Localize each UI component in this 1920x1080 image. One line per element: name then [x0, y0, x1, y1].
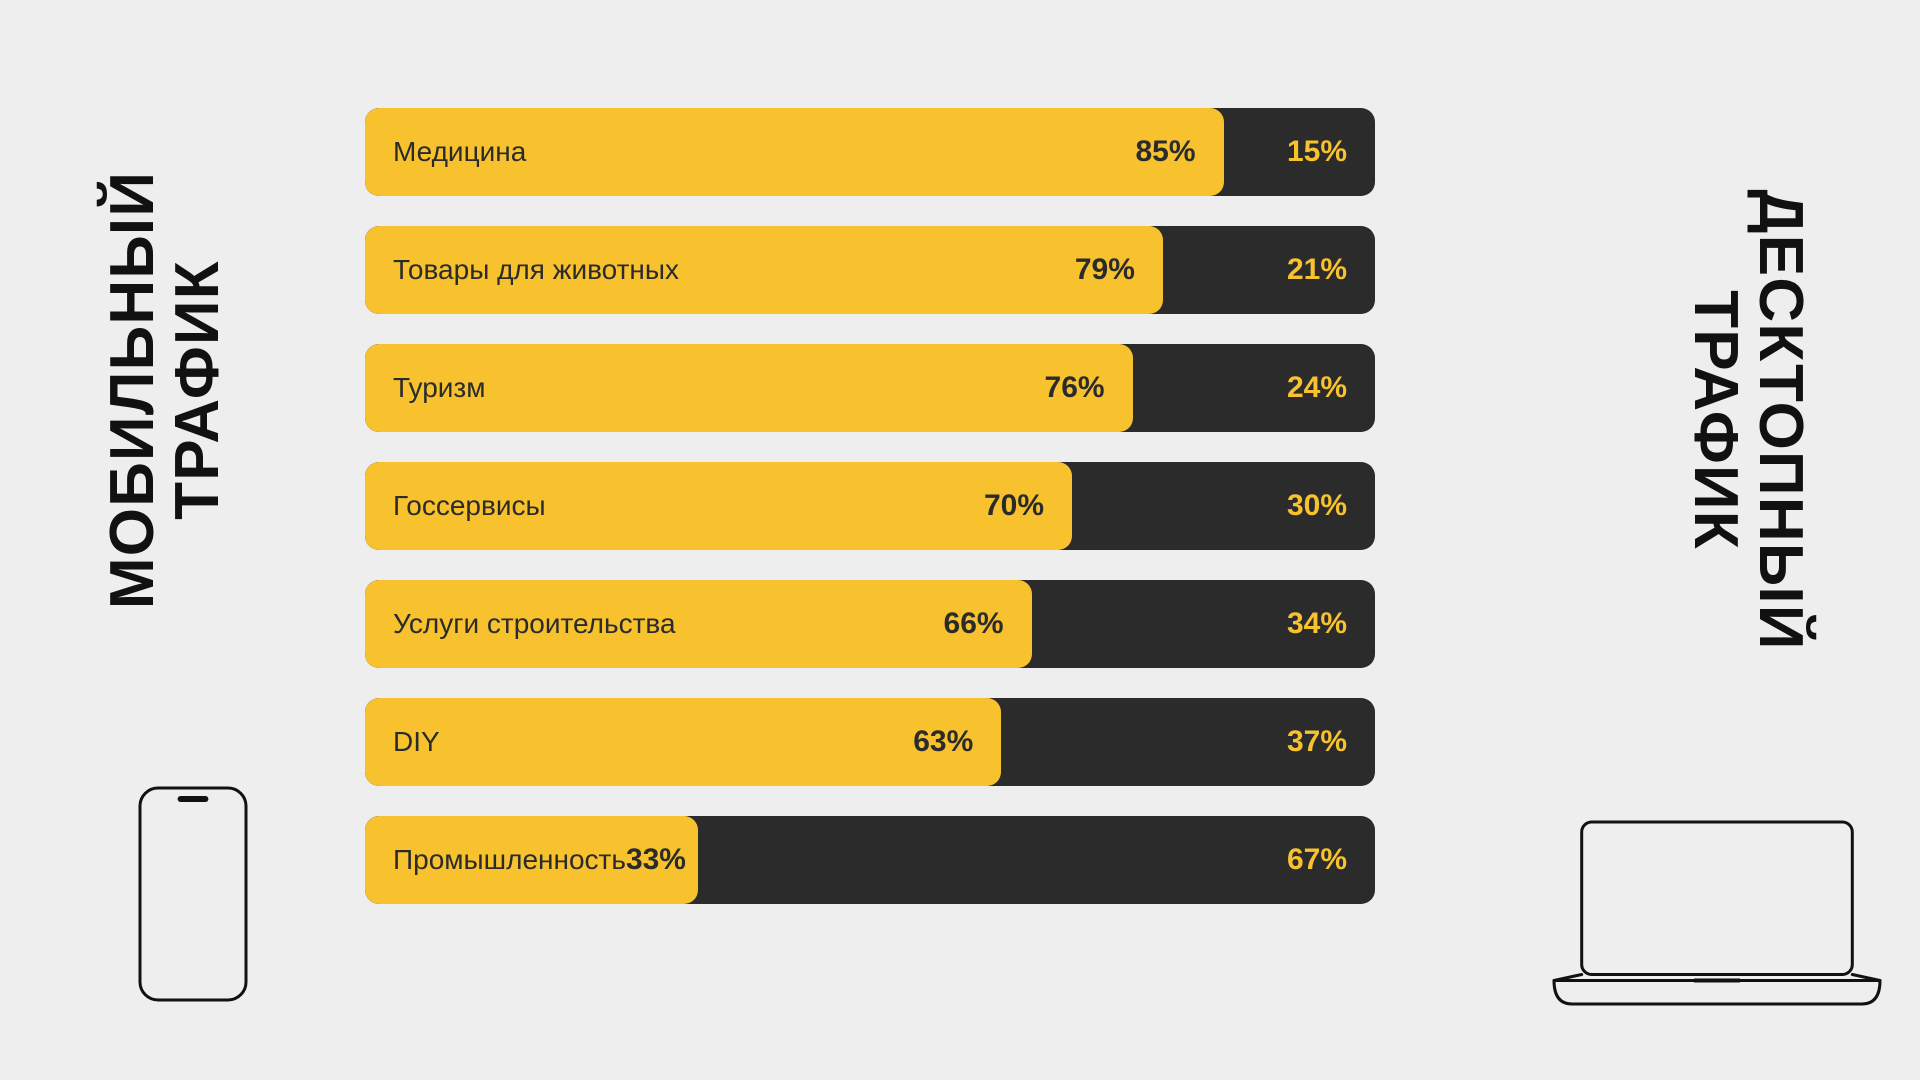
desktop-segment: 15% [1224, 108, 1376, 196]
chart-row: Медицина 85% 15% [365, 108, 1375, 196]
chart-row: Госсервисы 70% 30% [365, 462, 1375, 550]
mobile-value: 76% [1045, 371, 1105, 405]
chart-row: Туризм 76% 24% [365, 344, 1375, 432]
desktop-traffic-label: ДЕСКТОПНЫЙ ТРАФИК [1683, 189, 1813, 650]
desktop-value: 21% [1287, 253, 1347, 287]
laptop-icon [1552, 820, 1882, 1006]
category-label: DIY [393, 726, 440, 758]
infographic-stage: МОБИЛЬНЫЙ ТРАФИК ДЕСКТОПНЫЙ ТРАФИК Медиц… [0, 0, 1920, 1080]
desktop-segment: 37% [1001, 698, 1375, 786]
mobile-segment: Туризм 76% [365, 344, 1133, 432]
desktop-value: 24% [1287, 371, 1347, 405]
mobile-value: 79% [1075, 253, 1135, 287]
desktop-segment: 24% [1133, 344, 1375, 432]
mobile-segment: Госсервисы 70% [365, 462, 1072, 550]
chart-row: Промышленность33% 67% [365, 816, 1375, 904]
category-label: Товары для животных [393, 254, 679, 286]
mobile-value: 63% [913, 725, 973, 759]
chart-row: Товары для животных 79% 21% [365, 226, 1375, 314]
category-label: Туризм [393, 372, 486, 404]
desktop-value: 34% [1287, 607, 1347, 641]
mobile-value: 70% [984, 489, 1044, 523]
category-label: Услуги строительства [393, 608, 676, 640]
mobile-value: 66% [944, 607, 1004, 641]
mobile-traffic-label: МОБИЛЬНЫЙ ТРАФИК [100, 171, 230, 609]
desktop-value: 37% [1287, 725, 1347, 759]
chart-row: DIY 63% 37% [365, 698, 1375, 786]
category-label: Промышленность [393, 844, 626, 876]
category-label: Госсервисы [393, 490, 546, 522]
traffic-chart: Медицина85%15%Товары для животных79%21%Т… [365, 108, 1375, 904]
smartphone-icon [138, 786, 248, 1002]
mobile-segment: Промышленность33% [365, 816, 698, 904]
desktop-segment: 30% [1072, 462, 1375, 550]
desktop-segment: 21% [1163, 226, 1375, 314]
mobile-segment: Услуги строительства 66% [365, 580, 1032, 668]
chart-row: Услуги строительства 66% 34% [365, 580, 1375, 668]
mobile-segment: DIY 63% [365, 698, 1001, 786]
desktop-value: 67% [1287, 843, 1347, 877]
mobile-value: 33% [626, 843, 686, 877]
mobile-segment: Товары для животных 79% [365, 226, 1163, 314]
mobile-value: 85% [1135, 135, 1195, 169]
mobile-segment: Медицина 85% [365, 108, 1224, 196]
desktop-value: 30% [1287, 489, 1347, 523]
desktop-segment: 67% [698, 816, 1375, 904]
category-label: Медицина [393, 136, 526, 168]
desktop-segment: 34% [1032, 580, 1375, 668]
desktop-value: 15% [1287, 135, 1347, 169]
